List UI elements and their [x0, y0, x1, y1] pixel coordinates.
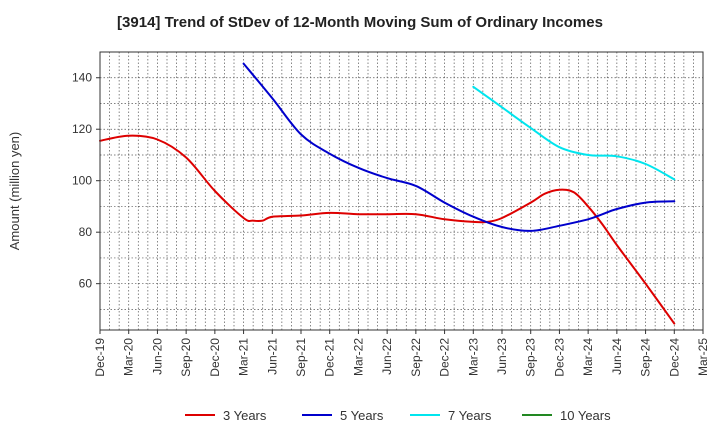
- x-tick-label: Jun-20: [150, 338, 164, 375]
- x-tick-label: Mar-24: [581, 338, 595, 376]
- x-tick-label: Mar-23: [466, 338, 480, 376]
- legend-label-10-years: 10 Years: [560, 408, 611, 423]
- x-tick-label: Jun-21: [265, 338, 279, 375]
- plot-frame: [99, 51, 704, 331]
- axis-layer: 60 80 100 120 140 Dec-19 Mar-20 Jun-20 Sep-20 Dec…: [7, 51, 710, 377]
- x-tick-label: Sep-24: [639, 338, 653, 377]
- y-tick-label: 80: [79, 225, 93, 239]
- x-tick-label: Dec-22: [438, 338, 452, 377]
- x-tick-label: Mar-25: [696, 338, 710, 376]
- x-tick-label: Dec-19: [93, 338, 107, 377]
- x-tick-label: Mar-22: [351, 338, 365, 376]
- plot-area: [100, 52, 703, 330]
- x-tick-label: Dec-24: [667, 338, 681, 377]
- legend: 3 Years 5 Years 7 Years 10 Years: [185, 408, 611, 423]
- plot-background: [100, 52, 703, 330]
- x-tick-label: Dec-21: [323, 338, 337, 377]
- legend-label-5-years: 5 Years: [340, 408, 384, 423]
- x-tick-label: Mar-20: [122, 338, 136, 376]
- x-tick-label: Sep-21: [294, 338, 308, 377]
- chart-title: [3914] Trend of StDev of 12-Month Moving…: [117, 14, 603, 31]
- x-tick-label: Dec-23: [552, 338, 566, 377]
- x-tick-label: Dec-20: [208, 338, 222, 377]
- series-line-3-years: [99, 134, 676, 325]
- x-tick-label: Jun-24: [610, 338, 624, 375]
- x-tick-label: Sep-23: [524, 338, 538, 377]
- legend-label-3-years: 3 Years: [223, 408, 267, 423]
- series-layer: [99, 62, 676, 325]
- y-axis-label: Amount (million yen): [7, 132, 22, 251]
- series-line-5-years: [242, 62, 676, 232]
- series-line-7-years: [472, 85, 676, 181]
- y-tick-label: 60: [79, 277, 93, 291]
- x-tick-label: Sep-20: [179, 338, 193, 377]
- legend-label-7-years: 7 Years: [448, 408, 492, 423]
- y-tick-label: 100: [72, 174, 92, 188]
- x-tick-label: Sep-22: [409, 338, 423, 377]
- x-tick-label: Jun-22: [380, 338, 394, 375]
- y-tick-label: 120: [72, 122, 92, 136]
- x-tick-label: Jun-23: [495, 338, 509, 375]
- x-tick-label: Mar-21: [237, 338, 251, 376]
- y-tick-label: 140: [72, 71, 92, 85]
